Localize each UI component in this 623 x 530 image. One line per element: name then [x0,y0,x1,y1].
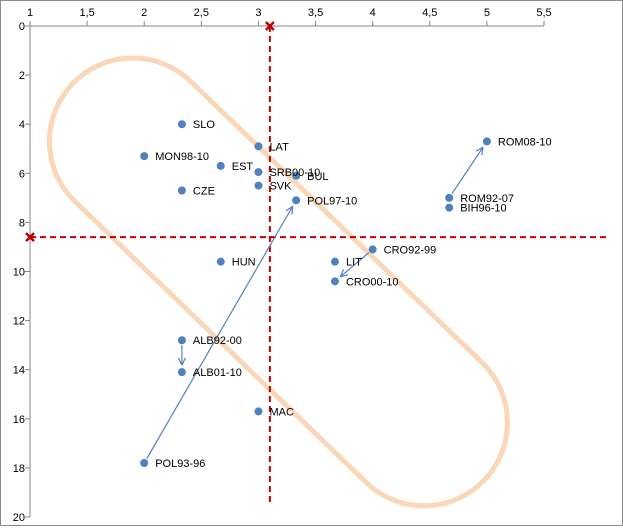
data-point-rom08-10 [482,137,491,146]
data-point-mac [254,407,263,416]
data-point-pol97-10 [292,196,301,205]
reference-cross-marker [264,21,275,31]
y-tick-label: 14 [13,365,25,377]
point-label-srb00-10: SRB00-10 [269,167,320,179]
data-point-alb92-00 [177,336,186,345]
data-point-srb00-10 [254,168,263,177]
data-point-bih96-10 [445,203,454,212]
x-tick-label: 2,5 [194,7,209,19]
point-label-pol93-96: POL93-96 [155,458,205,470]
point-label-mon98-10: MON98-10 [155,151,209,163]
x-tick-label: 4 [370,7,376,19]
data-point-cro92-99 [368,245,377,254]
point-label-cze: CZE [193,185,215,197]
data-point-bul [292,171,301,180]
points-layer [140,120,491,467]
trajectory-arrowhead [481,147,484,156]
y-tick-label: 18 [13,463,25,475]
data-point-hun [216,257,225,266]
y-tick-label: 4 [19,119,25,131]
point-label-rom08-10: ROM08-10 [498,136,552,148]
data-point-rom92-07 [445,193,454,202]
arrows-layer [146,146,484,459]
trajectory-arrow [146,206,294,459]
axes-layer [25,21,545,518]
x-tick-label: 3,5 [308,7,323,19]
reference-cross-marker [25,232,35,243]
point-label-slo: SLO [193,119,215,131]
point-label-hun: HUN [232,257,256,269]
highlight-capsule-layer [47,55,510,509]
y-tick-label: 6 [19,168,25,180]
point-label-mac: MAC [269,406,294,418]
point-label-alb92-00: ALB92-00 [193,335,242,347]
data-point-pol93-96 [140,458,149,467]
data-point-lit [330,257,339,266]
data-point-alb01-10 [177,368,186,377]
trajectory-arrowhead [177,357,183,366]
tick-labels-layer: 1 1,5 2 2,5 3 3,5 4 4,5 5 5,5 0 2 4 6 8 10 12 14 16 18 20 [13,7,552,524]
trajectory-arrowhead [291,206,294,215]
reference-lines-layer [25,21,607,503]
x-tick-label: 2 [141,7,147,19]
x-tick-label: 4,5 [422,7,437,19]
highlight-capsule [47,55,510,509]
point-label-svk: SVK [269,181,292,193]
trajectory-arrowhead [285,205,293,212]
data-point-est [216,161,225,170]
point-label-est: EST [232,161,254,173]
trajectory-arrowhead [339,269,345,278]
data-point-cro00-10 [330,277,339,286]
point-label-cro92-99: CRO92-99 [384,244,437,256]
x-tick-label: 3 [255,7,261,19]
y-tick-label: 10 [13,267,25,279]
data-point-lat [254,142,263,151]
trajectory-arrowhead [340,274,349,278]
point-label-bih96-10: BIH96-10 [460,203,506,215]
point-label-pol97-10: POL97-10 [307,195,357,207]
point-label-cro00-10: CRO00-10 [346,276,399,288]
point-label-alb01-10: ALB01-10 [193,367,242,379]
y-tick-label: 8 [19,217,25,229]
trajectory-arrowhead [475,146,484,152]
point-label-rom92-07: ROM92-07 [460,193,514,205]
x-tick-label: 1,5 [79,7,94,19]
y-tick-label: 16 [13,414,25,426]
trajectory-arrowhead [181,357,186,366]
x-tick-label: 5 [484,7,490,19]
data-point-svk [254,181,263,190]
y-tick-label: 20 [13,512,25,524]
point-label-lit: LIT [346,257,362,269]
x-tick-label: 5,5 [536,7,551,19]
point-label-bul: BUL [307,171,328,183]
y-tick-label: 12 [13,316,25,328]
y-tick-label: 2 [19,70,25,82]
data-point-cze [177,186,186,195]
data-point-slo [177,120,186,129]
point-label-lat: LAT [269,141,289,153]
trajectory-arrow [339,252,370,278]
x-tick-label: 1 [27,7,33,19]
data-point-mon98-10 [140,152,149,161]
y-tick-label: 0 [19,21,25,33]
trajectory-arrow [451,146,484,195]
